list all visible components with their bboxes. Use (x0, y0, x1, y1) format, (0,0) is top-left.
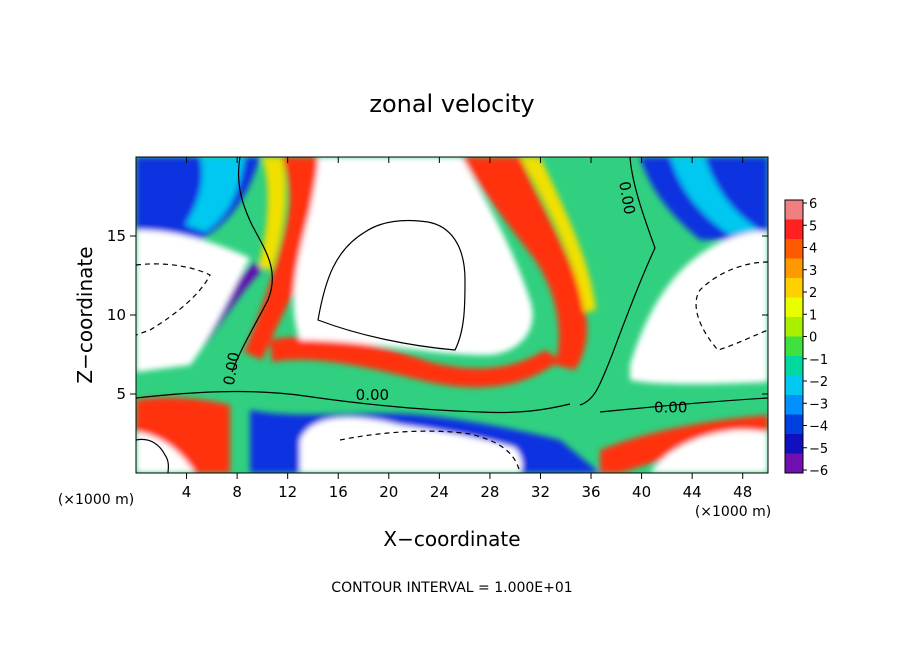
colorbar-swatch (785, 219, 803, 240)
y-tick-label: 5 (116, 385, 126, 403)
colorbar-tick-label: −3 (809, 397, 828, 412)
x-unit-left: (×1000 m) (58, 492, 134, 508)
colorbar-tick-label: −5 (809, 442, 828, 457)
field-white-right-core (630, 231, 768, 384)
contour-zero-bottom-right (599, 397, 768, 413)
x-tick-label: 16 (329, 483, 348, 501)
contour-zero-centre (136, 390, 571, 414)
contour-bottom-left-loop (136, 438, 169, 473)
colorbar-tick-label: −2 (809, 375, 828, 390)
contour-negative-right (695, 261, 768, 351)
colorbar-swatch (785, 239, 803, 259)
colorbar-tick-label: −4 (809, 420, 828, 435)
x-tick-label: 48 (733, 483, 752, 501)
field-red-right-plume (462, 157, 587, 370)
y-tick-label: 15 (107, 227, 126, 245)
colorbar-tick-label: 4 (809, 242, 817, 257)
colorbar-swatch (785, 434, 803, 454)
field-cyan-top-left (185, 157, 245, 232)
colorbar-tick-label: 1 (809, 308, 817, 323)
colorbar-tick-label: −1 (809, 353, 828, 368)
chart-title: zonal velocity (369, 90, 534, 118)
contour-label: 0.00 (654, 399, 687, 417)
field-yellow-left-plume (258, 157, 286, 270)
colorbar-swatch (785, 317, 803, 337)
colorbar-tick-label: 0 (809, 331, 817, 346)
field-yellow-right-plume (520, 157, 596, 312)
colorbar-tick-label: 3 (809, 264, 817, 279)
contour-zero-left (231, 157, 273, 373)
field-red-centre-band (270, 336, 560, 388)
contour-label: 0.00 (615, 180, 639, 216)
x-tick-label: 40 (632, 483, 651, 501)
colorbar-swatch (785, 453, 803, 474)
field-white-bottom-left (136, 432, 195, 473)
x-unit-right: (×1000 m) (695, 504, 771, 520)
colorbar-swatch (785, 336, 803, 357)
colorbar: 6 5 4 3 2 1 0 −1 −2 −3 −4 −5 −6 (784, 197, 828, 479)
x-tick-label: 12 (278, 483, 297, 501)
colorbar-swatch (785, 414, 803, 435)
contour-label: 0.00 (220, 351, 244, 387)
field-white-bottom-right (650, 430, 768, 473)
colorbar-tick-label: 6 (809, 197, 817, 212)
colorbar-swatch (785, 356, 803, 376)
contour-positive-core (317, 219, 466, 351)
x-axis-label: X−coordinate (383, 527, 520, 551)
x-tick-label: 36 (581, 483, 600, 501)
field-red-bottom-right (600, 415, 768, 473)
colorbar-tick-label: 2 (809, 286, 817, 301)
x-tick-label: 28 (480, 483, 499, 501)
colorbar-swatch (785, 200, 803, 220)
x-tick-label: 20 (379, 483, 398, 501)
x-tick-label: 44 (683, 483, 702, 501)
contour-negative-bottom (339, 430, 521, 473)
colorbar-tick-label: −6 (809, 464, 828, 479)
x-axis: 4 8 12 16 20 24 28 32 36 40 44 48 (182, 157, 752, 501)
colorbar-swatch (785, 297, 803, 318)
colorbar-swatch (785, 278, 803, 298)
contour-zero-right (579, 157, 656, 406)
field-white-centre-core (293, 157, 533, 356)
contour-interval-note: CONTOUR INTERVAL = 1.000E+01 (331, 580, 572, 596)
contour-lines (136, 157, 768, 473)
contour-negative-left (136, 263, 211, 336)
y-tick-label: 10 (107, 306, 126, 324)
y-axis-label: Z−coordinate (73, 246, 97, 383)
colorbar-tick-label: 5 (809, 219, 817, 234)
y-axis: 5 10 15 (107, 227, 768, 403)
x-tick-label: 8 (232, 483, 242, 501)
field-cyan-top-right (670, 157, 760, 235)
contour-label: 0.00 (356, 386, 389, 404)
x-tick-label: 24 (430, 483, 449, 501)
colorbar-swatch (785, 258, 803, 279)
x-tick-label: 4 (182, 483, 192, 501)
field-white-bottom-centre (300, 417, 523, 473)
colorbar-swatch (785, 395, 803, 415)
field-white-left-core (136, 230, 250, 372)
colorbar-swatch (785, 375, 803, 396)
x-tick-label: 32 (531, 483, 550, 501)
contour-labels: 0.00 0.00 0.00 0.00 (220, 180, 688, 417)
plot-area (136, 157, 768, 473)
